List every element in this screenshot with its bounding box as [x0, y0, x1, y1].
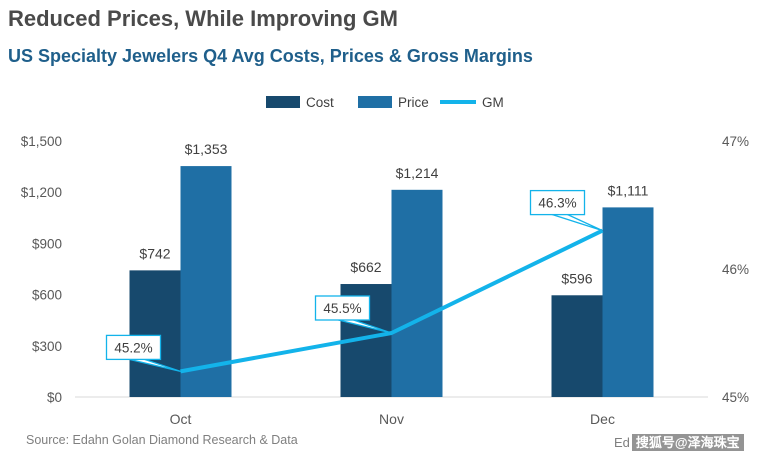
legend-cost-swatch — [266, 96, 300, 108]
gm-data-label: 45.2% — [114, 340, 152, 355]
gm-callout: 45.5% — [314, 295, 392, 334]
price-bar — [391, 189, 443, 397]
y-right-tick-label: 46% — [722, 262, 749, 277]
gm-callout-box — [314, 295, 371, 321]
price-bar — [602, 207, 654, 397]
bars-layer: $742 $1,353 $662 $1,214 $596 $1,111 — [129, 141, 654, 397]
y-left-tick-label: $900 — [32, 236, 62, 251]
cost-data-label: $596 — [561, 270, 592, 286]
legend-cost-label: Cost — [306, 95, 334, 110]
price-data-label: $1,111 — [608, 182, 649, 198]
y-left-tick-label: $600 — [32, 288, 62, 303]
legend-price-label: Price — [398, 95, 429, 110]
source-note: Source: Edahn Golan Diamond Research & D… — [26, 433, 298, 447]
gm-callout-pointer — [549, 212, 603, 232]
chart-title: Reduced Prices, While Improving GM — [8, 6, 398, 31]
gm-line-layer: 45.2% 45.5% 46.3% — [105, 189, 604, 374]
y-left-tick-label: $1,200 — [21, 185, 62, 200]
cost-data-label: $742 — [139, 245, 170, 261]
cost-bar — [551, 295, 603, 397]
y-left-tick-label: $0 — [47, 390, 62, 405]
price-data-label: $1,214 — [396, 165, 439, 181]
gm-callout-box — [105, 334, 162, 361]
legend-price-swatch — [358, 96, 392, 108]
y-right-tick-label: 45% — [722, 390, 749, 405]
legend-gm-label: GM — [482, 95, 504, 110]
x-category-label: Oct — [170, 411, 192, 427]
watermark-badge: 搜狐号@泽海珠宝 — [631, 434, 744, 451]
legend-cost: Cost — [266, 95, 334, 110]
y-left-tick-label: $300 — [32, 339, 62, 354]
legend-gm: GM — [440, 95, 504, 110]
gm-callout: 46.3% — [529, 189, 603, 232]
chart-subtitle: US Specialty Jewelers Q4 Avg Costs, Pric… — [8, 46, 533, 66]
price-bar — [180, 166, 232, 397]
watermark: Ed 搜狐号@泽海珠宝 — [614, 432, 744, 451]
watermark-text: Ed — [614, 435, 630, 450]
gm-data-label: 45.5% — [323, 301, 361, 316]
x-category-label: Nov — [379, 411, 404, 427]
cost-bar — [129, 270, 181, 397]
legend: Cost Price GM — [266, 95, 504, 110]
gm-callout-box — [529, 189, 586, 216]
legend-price: Price — [358, 95, 429, 110]
y-right-tick-label: 47% — [722, 134, 749, 149]
y-left-tick-label: $1,500 — [21, 134, 62, 149]
cost-data-label: $662 — [350, 259, 381, 275]
price-data-label: $1,353 — [185, 141, 228, 157]
x-category-label: Dec — [590, 411, 615, 427]
gm-data-label: 46.3% — [538, 196, 576, 211]
gm-callout: 45.2% — [105, 334, 181, 373]
